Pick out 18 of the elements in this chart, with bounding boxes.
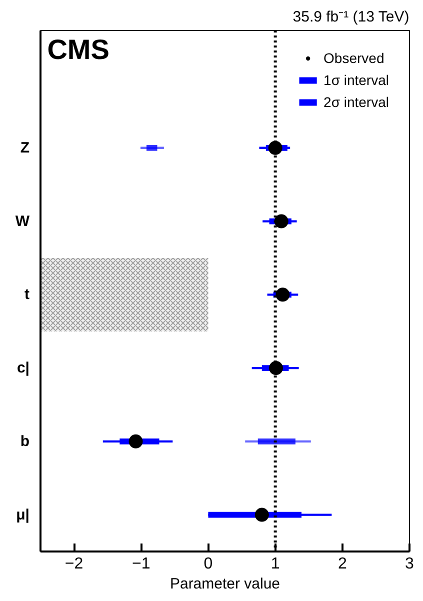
legend-label: Observed (324, 50, 384, 66)
y-tick-label: t (24, 286, 30, 304)
x-tick-label: 2 (338, 556, 347, 572)
y-tick-label: W (15, 212, 30, 230)
x-tick-label: 0 (204, 556, 213, 572)
y-tick-label: c| (16, 360, 30, 377)
x-tick-label: −2 (64, 556, 84, 572)
x-tick-label: 1 (270, 556, 280, 572)
y-tick-label: μ| (16, 506, 30, 524)
legend-label: 2σ interval (324, 94, 389, 110)
legend-label: 1σ interval (324, 72, 389, 88)
y-tick-label: b (20, 432, 30, 450)
x-tick-label: 3 (405, 556, 414, 572)
y-tick-label: Z (20, 139, 30, 156)
chart-subtitle: 35.9 fb⁻¹ (13 TeV) (292, 8, 410, 26)
x-tick-label: −1 (132, 556, 150, 572)
x-axis-title: Parameter value (170, 576, 280, 592)
chart-title: CMS (47, 34, 110, 66)
